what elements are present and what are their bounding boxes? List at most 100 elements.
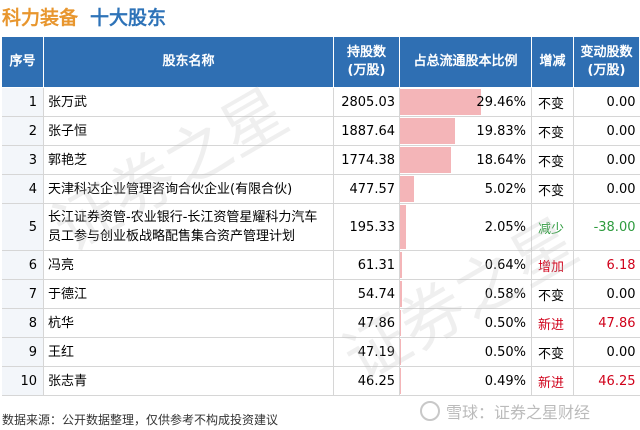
header-amt-line2: (万股) xyxy=(587,63,626,78)
header-hold-line1: 持股数 xyxy=(346,45,386,60)
header-name: 股东名称 xyxy=(43,36,334,88)
shareholder-name: 冯亮 xyxy=(43,250,334,280)
table-row: 10 张志青 46.25 0.49% 新进 46.25 xyxy=(1,366,640,396)
header-pct: 占总流通股本比例 xyxy=(399,36,532,88)
table-row: 6 冯亮 61.31 0.64% 增加 6.18 xyxy=(1,250,640,280)
header-idx: 序号 xyxy=(1,36,44,88)
holding-ratio-text: 19.83% xyxy=(476,123,526,139)
holding-ratio-cell: 18.64% xyxy=(399,145,532,175)
snowball-logo-icon xyxy=(420,401,440,421)
change-status: 不变 xyxy=(531,279,574,309)
holding-amount: 2805.03 xyxy=(333,87,400,117)
shareholder-name: 天津科达企业管理咨询合伙企业(有限合伙) xyxy=(43,174,334,204)
table-row: 3 郭艳芝 1774.38 18.64% 不变 0.00 xyxy=(1,145,640,175)
row-index: 2 xyxy=(1,116,44,146)
holding-ratio-text: 5.02% xyxy=(484,181,526,197)
row-index: 4 xyxy=(1,174,44,204)
change-status: 新进 xyxy=(531,308,574,338)
holding-ratio-cell: 0.58% xyxy=(399,279,532,309)
shareholders-table: 序号 股东名称 持股数 (万股) 占总流通股本比例 增减 变动股数 (万股) 1… xyxy=(1,36,640,396)
holding-ratio-text: 0.50% xyxy=(484,344,526,360)
header-amt-line1: 变动股数 xyxy=(580,45,633,60)
row-index: 3 xyxy=(1,145,44,175)
row-index: 6 xyxy=(1,250,44,280)
change-amount: 0.00 xyxy=(573,337,640,367)
holding-ratio-bar xyxy=(400,205,406,249)
table-row: 2 张子恒 1887.64 19.83% 不变 0.00 xyxy=(1,116,640,146)
table-row: 4 天津科达企业管理咨询合伙企业(有限合伙) 477.57 5.02% 不变 0.00 xyxy=(1,174,640,204)
shareholder-name: 王红 xyxy=(43,337,334,367)
table-row: 7 于德江 54.74 0.58% 不变 0.00 xyxy=(1,279,640,309)
table-row: 8 杭华 47.86 0.50% 新进 47.86 xyxy=(1,308,640,338)
holding-ratio-cell: 29.46% xyxy=(399,87,532,117)
holding-ratio-text: 29.46% xyxy=(476,94,526,110)
change-status: 增加 xyxy=(531,250,574,280)
holding-amount: 477.57 xyxy=(333,174,400,204)
holding-ratio-bar xyxy=(400,118,455,144)
holding-amount: 195.33 xyxy=(333,203,400,251)
holding-ratio-text: 0.64% xyxy=(484,257,526,273)
shareholder-name: 张子恒 xyxy=(43,116,334,146)
change-status: 不变 xyxy=(531,87,574,117)
holding-amount: 61.31 xyxy=(333,250,400,280)
holding-ratio-bar xyxy=(400,147,452,173)
row-index: 1 xyxy=(1,87,44,117)
holding-ratio-cell: 2.05% xyxy=(399,203,532,251)
shareholder-name: 张万武 xyxy=(43,87,334,117)
holding-ratio-bar xyxy=(400,176,414,202)
holding-ratio-bar xyxy=(400,310,402,336)
holding-amount: 47.19 xyxy=(333,337,400,367)
table-row: 1 张万武 2805.03 29.46% 不变 0.00 xyxy=(1,87,640,117)
change-amount: 47.86 xyxy=(573,308,640,338)
brand-logo-text: 雪球：证券之星财经 xyxy=(446,403,591,422)
title-bar: 科力装备 十大股东 xyxy=(0,0,640,32)
change-amount: 0.00 xyxy=(573,87,640,117)
table-row: 9 王红 47.19 0.50% 不变 0.00 xyxy=(1,337,640,367)
row-index: 5 xyxy=(1,203,44,251)
holding-ratio-bar xyxy=(400,368,402,394)
holding-ratio-cell: 0.50% xyxy=(399,337,532,367)
change-status: 不变 xyxy=(531,337,574,367)
header-chg: 增减 xyxy=(531,36,574,88)
row-index: 10 xyxy=(1,366,44,396)
change-amount: 0.00 xyxy=(573,145,640,175)
row-index: 8 xyxy=(1,308,44,338)
holding-amount: 47.86 xyxy=(333,308,400,338)
header-hold-line2: (万股) xyxy=(347,63,386,78)
change-amount: 46.25 xyxy=(573,366,640,396)
table-subtitle: 十大股东 xyxy=(90,6,167,29)
holding-ratio-text: 0.49% xyxy=(484,373,526,389)
header-amt: 变动股数 (万股) xyxy=(573,36,640,88)
shareholder-name: 于德江 xyxy=(43,279,334,309)
change-status: 新进 xyxy=(531,366,574,396)
change-status: 不变 xyxy=(531,116,574,146)
holding-amount: 1774.38 xyxy=(333,145,400,175)
holding-ratio-cell: 5.02% xyxy=(399,174,532,204)
change-status: 不变 xyxy=(531,145,574,175)
holding-ratio-text: 2.05% xyxy=(484,219,526,235)
holding-ratio-cell: 19.83% xyxy=(399,116,532,146)
change-status: 不变 xyxy=(531,174,574,204)
holding-ratio-text: 0.58% xyxy=(484,286,526,302)
shareholder-name: 郭艳芝 xyxy=(43,145,334,175)
company-title: 科力装备 xyxy=(2,6,79,29)
holding-amount: 46.25 xyxy=(333,366,400,396)
change-amount: -38.00 xyxy=(573,203,640,251)
holding-ratio-cell: 0.50% xyxy=(399,308,532,338)
holding-ratio-bar xyxy=(400,339,402,365)
holding-ratio-bar xyxy=(400,252,402,278)
change-status: 减少 xyxy=(531,203,574,251)
shareholder-name: 杭华 xyxy=(43,308,334,338)
holding-ratio-text: 18.64% xyxy=(476,152,526,168)
change-amount: 6.18 xyxy=(573,250,640,280)
holding-amount: 1887.64 xyxy=(333,116,400,146)
shareholder-name: 张志青 xyxy=(43,366,334,396)
holding-ratio-bar xyxy=(400,89,482,115)
holding-ratio-bar xyxy=(400,281,402,307)
row-index: 9 xyxy=(1,337,44,367)
holding-ratio-cell: 0.49% xyxy=(399,366,532,396)
change-amount: 0.00 xyxy=(573,116,640,146)
holding-amount: 54.74 xyxy=(333,279,400,309)
shareholder-name: 长江证券资管-农业银行-长江资管星耀科力汽车员工参与创业板战略配售集合资产管理计… xyxy=(43,203,334,251)
data-source-note: 数据来源：公开数据整理，仅供参考不构成投资建议 xyxy=(2,413,279,427)
